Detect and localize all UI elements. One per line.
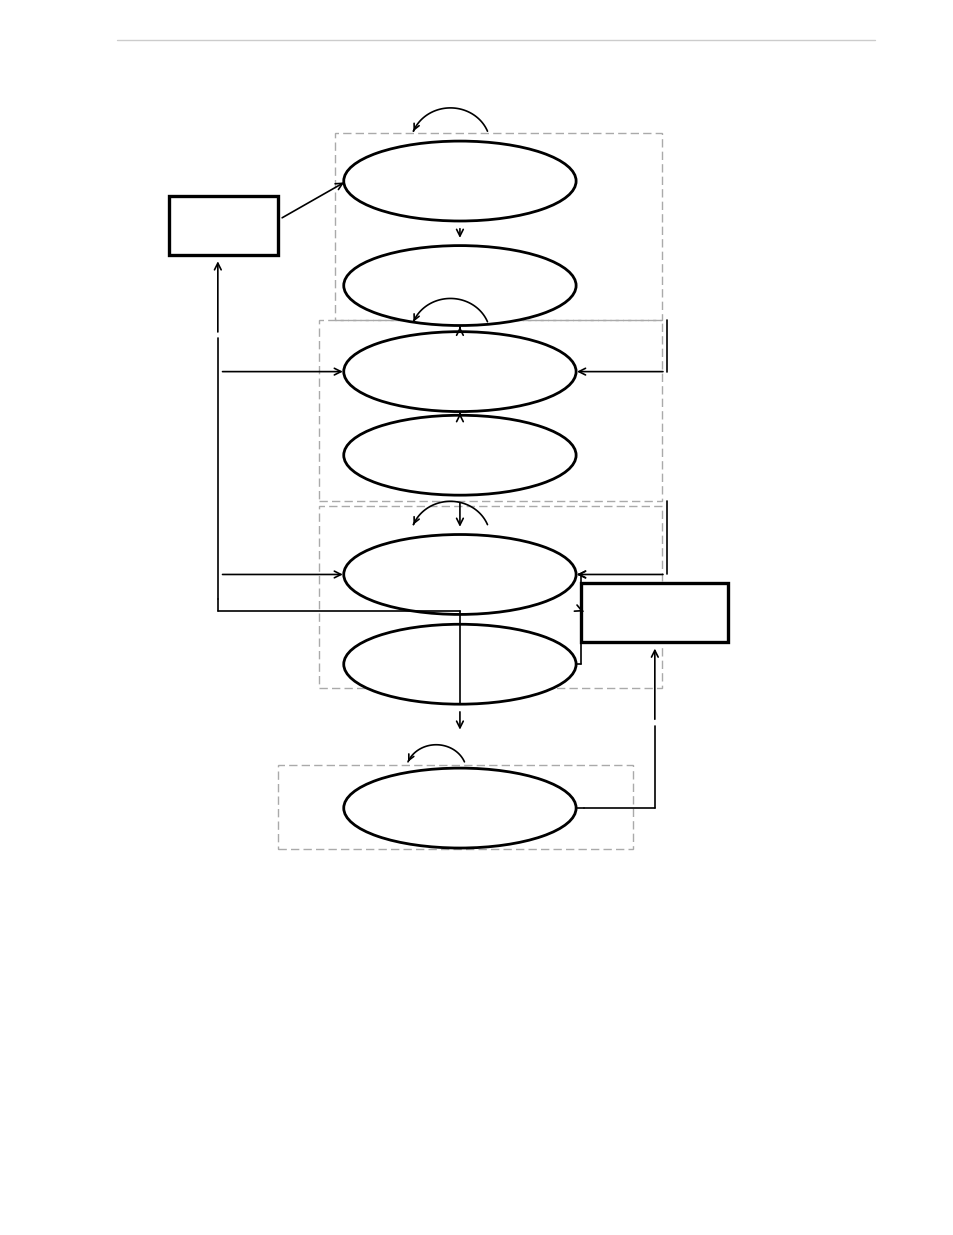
Ellipse shape (343, 535, 576, 615)
Ellipse shape (343, 768, 576, 848)
Ellipse shape (343, 141, 576, 221)
Ellipse shape (343, 332, 576, 411)
Ellipse shape (343, 624, 576, 704)
FancyBboxPatch shape (580, 583, 727, 642)
Ellipse shape (343, 246, 576, 326)
FancyBboxPatch shape (169, 196, 277, 254)
Ellipse shape (343, 415, 576, 495)
